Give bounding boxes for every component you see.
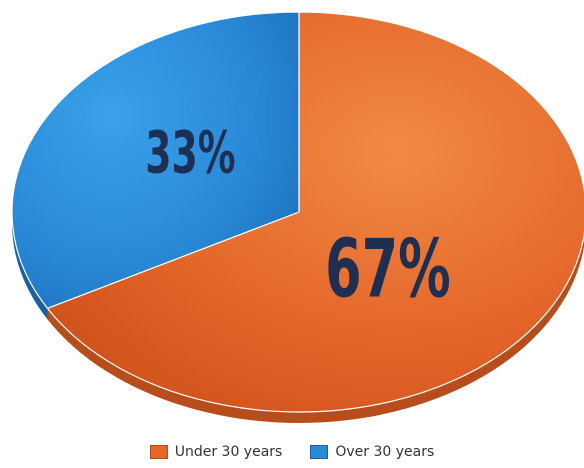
- pie-labels: 67% 33%: [145, 120, 450, 315]
- pie-side-over-30-years: [12, 212, 48, 320]
- pie-slice-over-30-years[interactable]: [11, 11, 300, 309]
- pie-label-over-30-years: 33%: [145, 120, 235, 186]
- pie-slices: [11, 11, 584, 413]
- legend-label-under-30: Under 30 years: [174, 444, 283, 460]
- legend-item-over-30[interactable]: Over 30 years: [310, 444, 434, 460]
- legend-label-over-30: Over 30 years: [335, 444, 435, 460]
- pie-label-under-30-years: 67%: [325, 222, 451, 315]
- legend-swatch-under-30: [149, 445, 168, 459]
- pie-depth: [12, 212, 584, 423]
- legend-swatch-over-30: [310, 445, 329, 459]
- legend-item-under-30[interactable]: Under 30 years: [149, 444, 283, 460]
- legend: Under 30 years Over 30 years: [0, 444, 584, 460]
- pie-slice-under-30-years[interactable]: [46, 11, 584, 413]
